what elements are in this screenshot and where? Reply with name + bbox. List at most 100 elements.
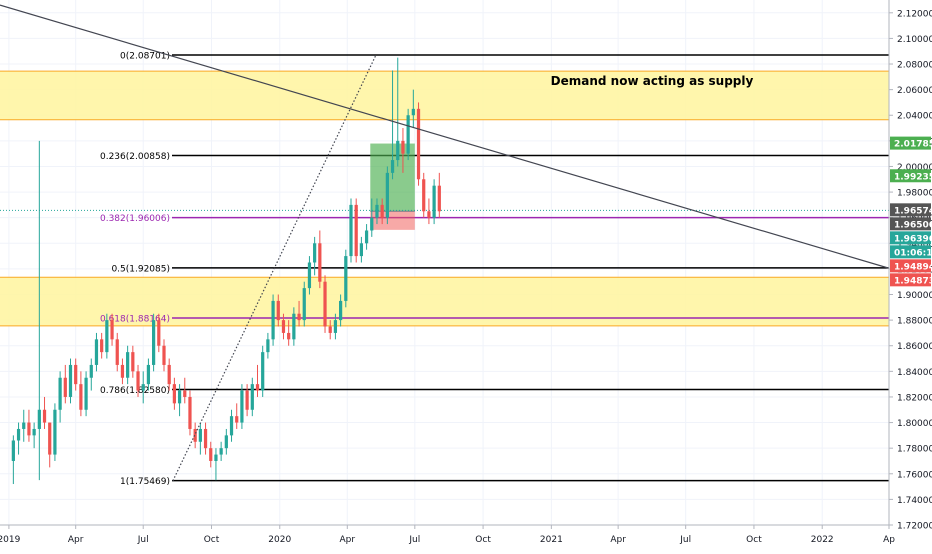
- price-tick-label: 2.04000: [897, 112, 932, 122]
- time-axis-background: [0, 525, 932, 550]
- candle-body: [203, 428, 208, 449]
- price-tick-label: 1.98000: [897, 189, 932, 199]
- candle-body: [198, 428, 202, 442]
- fib-level-label: 0(2.08701): [120, 52, 170, 62]
- candle-body: [307, 262, 312, 289]
- candle-body: [53, 409, 57, 455]
- candle-body: [89, 364, 93, 378]
- candle-body: [255, 384, 260, 391]
- candle-body: [271, 300, 275, 340]
- candle-body: [354, 204, 358, 257]
- time-tick-label: Apr: [68, 535, 84, 545]
- candle-body: [240, 390, 244, 423]
- candle-body: [172, 384, 176, 404]
- price-tick-label: 1.94000: [897, 240, 932, 250]
- fib-level-label: 0.786(1.82580): [100, 386, 170, 396]
- candle-body: [318, 243, 322, 282]
- time-tick-label: Jul: [408, 535, 420, 545]
- trendlines[interactable]: [0, 4, 890, 482]
- price-label-text: 1.96574: [894, 206, 932, 216]
- annotation-text[interactable]: Demand now acting as supply: [551, 74, 754, 88]
- price-tick-label: 1.80000: [897, 419, 932, 429]
- price-tick-label: 1.72000: [897, 522, 932, 532]
- candle-body: [229, 416, 234, 436]
- time-tick-label: Apr: [610, 535, 626, 545]
- time-tick-label: Oct: [204, 535, 220, 545]
- long-position-tool[interactable]: [0, 143, 889, 230]
- price-tick-label: 2.08000: [897, 61, 932, 71]
- candle-body: [126, 352, 130, 378]
- candle-body: [313, 243, 317, 263]
- candle-body: [302, 288, 306, 321]
- candle-body: [48, 422, 52, 455]
- price-tick-label: 2.10000: [897, 35, 932, 45]
- candle-body: [11, 440, 15, 461]
- candle-body: [292, 313, 296, 340]
- candle-body: [385, 172, 389, 218]
- candle-body: [396, 140, 400, 161]
- candlestick-series: [11, 57, 441, 485]
- candle-body: [37, 409, 41, 429]
- price-label-badge: [890, 273, 931, 287]
- zone-fill: [0, 71, 889, 120]
- fibonacci-retracement[interactable]: 0(2.08701) 0.236(2.00858) 0.382(1.96006) 0.…: [100, 52, 889, 488]
- candle-body: [266, 339, 270, 353]
- candle-body: [219, 448, 223, 455]
- candle-body: [141, 384, 145, 391]
- time-tick-label: Oct: [746, 535, 762, 545]
- candle-body: [364, 230, 369, 244]
- candle-body: [177, 390, 182, 404]
- candle-body: [120, 364, 125, 378]
- time-tick-label: Ap: [883, 535, 895, 545]
- candle-body: [146, 364, 151, 385]
- candle-body: [432, 185, 436, 218]
- fib-level-label: 0.5(1.92085): [111, 264, 170, 274]
- candle-body: [344, 256, 348, 301]
- candle-body: [110, 320, 114, 340]
- candle-body: [151, 320, 156, 365]
- candle-body: [390, 160, 395, 173]
- fib-level-label: 0.618(1.88164): [100, 315, 170, 325]
- candle-body: [297, 313, 301, 321]
- fib-level-label: 0.382(1.96006): [100, 214, 170, 224]
- price-label-text: 2.01785: [894, 140, 932, 150]
- candle-body: [74, 364, 78, 385]
- candle-body: [167, 364, 171, 385]
- price-label-badge: [890, 245, 931, 259]
- price-label-badge: [890, 136, 931, 150]
- candle-body: [287, 332, 291, 340]
- candle-body: [224, 435, 228, 449]
- price-tick-label: 1.78000: [897, 445, 932, 455]
- candle-body: [406, 115, 410, 154]
- time-tick-label: Oct: [475, 535, 491, 545]
- candle-body: [437, 185, 441, 212]
- price-tick-label: 1.82000: [897, 393, 932, 403]
- price-tick-label: 2.12000: [897, 9, 932, 19]
- candle-body: [100, 339, 104, 353]
- candle-body: [193, 428, 197, 442]
- price-tick-label: 1.86000: [897, 342, 932, 352]
- price-label-text: 01:06:17: [894, 248, 932, 258]
- candle-body: [105, 320, 109, 353]
- descending-trendline[interactable]: [0, 4, 890, 269]
- candle-body: [281, 320, 286, 333]
- candle-body: [131, 352, 135, 372]
- candle-body: [188, 396, 192, 429]
- fib-level-label: 0.236(2.00858): [100, 152, 170, 162]
- candle-body: [27, 422, 31, 436]
- price-label-text: 1.94894: [894, 262, 932, 272]
- candle-body: [58, 377, 62, 410]
- candle-body: [68, 364, 73, 397]
- candle-body: [162, 345, 166, 365]
- time-tick-label: Jul: [137, 535, 149, 545]
- candle-body: [416, 108, 421, 180]
- candle-body: [333, 320, 338, 333]
- candle-body: [84, 377, 88, 410]
- candle-body: [94, 339, 99, 365]
- candle-body: [157, 320, 161, 346]
- candle-body: [42, 409, 47, 423]
- price-tick-label: 1.88000: [897, 317, 932, 327]
- time-tick-label: Apr: [339, 535, 355, 545]
